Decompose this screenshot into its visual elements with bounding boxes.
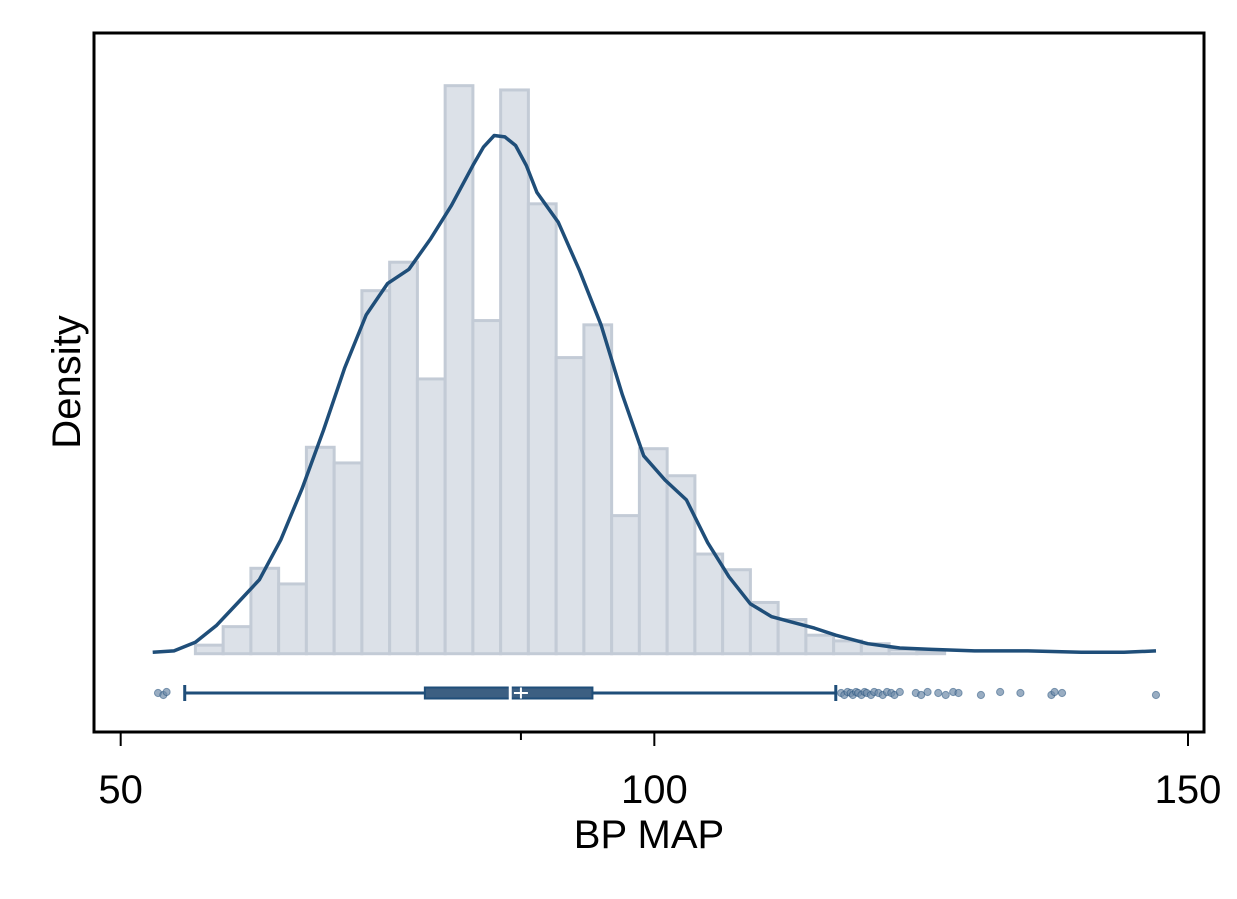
histogram-bar-16 bbox=[610, 514, 641, 656]
histogram-bar-1 bbox=[193, 643, 225, 656]
x-tick-label-50: 50 bbox=[98, 768, 143, 812]
histogram-bar-9 bbox=[415, 377, 447, 656]
histogram-bar-18 bbox=[665, 474, 697, 656]
boxplot-outlier-29 bbox=[976, 690, 986, 700]
boxplot-box bbox=[423, 686, 594, 700]
boxplot-outlier-26 bbox=[941, 690, 950, 700]
histogram-bar-15 bbox=[582, 323, 614, 656]
histogram-bar-10 bbox=[443, 84, 475, 656]
histogram-bar-19 bbox=[693, 552, 725, 656]
histogram-bar-4 bbox=[277, 582, 308, 656]
histogram-bars bbox=[193, 84, 947, 656]
boxplot-outlier-31 bbox=[1016, 688, 1025, 698]
x-tick-label-150: 150 bbox=[1155, 768, 1222, 812]
x-tick-label-100: 100 bbox=[621, 768, 688, 812]
histogram-bar-12 bbox=[499, 88, 530, 656]
histogram-bar-7 bbox=[360, 289, 392, 656]
boxplot-outlier-25 bbox=[934, 688, 943, 698]
histogram-bar-8 bbox=[388, 260, 419, 656]
boxplot-outlier-24 bbox=[923, 687, 932, 697]
histogram-bar-3 bbox=[249, 566, 281, 656]
histogram-bar-23 bbox=[804, 633, 836, 656]
boxplot-outlier-30 bbox=[996, 687, 1005, 697]
histogram-bar-24 bbox=[832, 639, 863, 656]
boxplot-outlier-33 bbox=[1050, 687, 1059, 697]
plot-frame bbox=[92, 31, 1206, 734]
histogram-bar-13 bbox=[526, 202, 558, 656]
y-axis-title: Density bbox=[45, 315, 89, 448]
boxplot-outlier-34 bbox=[1057, 688, 1067, 698]
boxplot-outlier-21 bbox=[895, 687, 904, 697]
histogram-bar-6 bbox=[332, 461, 364, 656]
boxplot-outlier-28 bbox=[954, 688, 963, 698]
boxplot-layer bbox=[153, 685, 1161, 701]
density-curve bbox=[152, 133, 1157, 655]
histogram-bar-14 bbox=[554, 356, 586, 656]
density-curve-layer bbox=[152, 133, 1157, 655]
histogram-bar-21 bbox=[748, 600, 780, 656]
boxplot-outlier-35 bbox=[1151, 690, 1161, 700]
histogram-bar-20 bbox=[721, 568, 752, 656]
x-axis-title: BP MAP bbox=[574, 813, 724, 857]
histogram-bar-2 bbox=[221, 625, 253, 656]
histogram-bar-5 bbox=[304, 445, 336, 656]
boxplot-outlier-23 bbox=[917, 690, 926, 700]
histogram-bar-11 bbox=[471, 319, 503, 656]
boxplot-outlier-3 bbox=[162, 687, 171, 697]
x-axis-ticks: 50 100 150 bbox=[98, 732, 1221, 812]
